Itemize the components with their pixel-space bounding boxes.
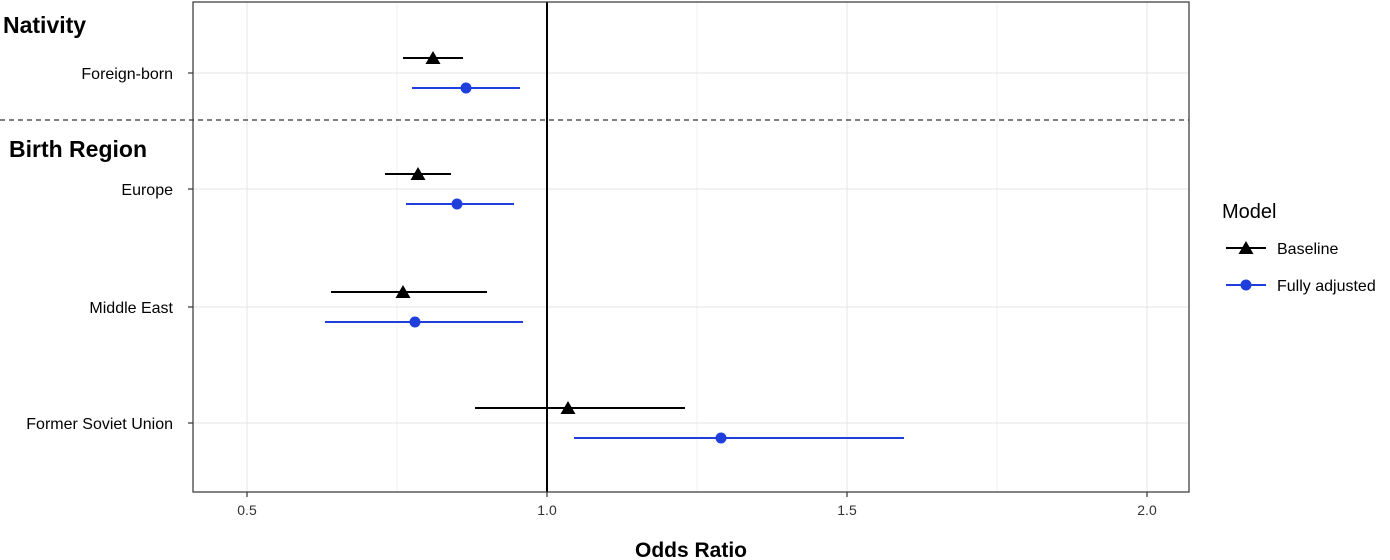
- category-label: Former Soviet Union: [26, 416, 173, 433]
- data-marks: [325, 51, 904, 444]
- plot-border: [192, 1, 1190, 493]
- legend-title: Model: [1222, 201, 1276, 223]
- fully-adjusted-point: [715, 432, 727, 444]
- fully-adjusted-point: [451, 198, 463, 210]
- fully-adjusted-point: [409, 316, 421, 328]
- fully-adjusted-point: [460, 82, 472, 94]
- legend-key-triangle: [1238, 241, 1254, 254]
- category-label: Middle East: [89, 300, 173, 317]
- baseline-point: [410, 167, 426, 180]
- x-tick-label: 0.5: [237, 502, 257, 518]
- x-axis: 0.5 1.0 1.5 2.0: [237, 492, 1157, 518]
- legend: Model Baseline Fully adjusted: [1222, 201, 1376, 295]
- x-axis-title: Odds Ratio: [635, 539, 747, 560]
- baseline-point: [425, 51, 441, 64]
- legend-label: Fully adjusted: [1277, 278, 1376, 295]
- baseline-point: [560, 401, 576, 414]
- section-title: Birth Region: [9, 136, 147, 162]
- category-label: Europe: [121, 182, 173, 199]
- plot-panel: [193, 2, 1189, 492]
- legend-label: Baseline: [1277, 241, 1338, 258]
- section-title: Nativity: [3, 12, 86, 38]
- y-axis: Nativity Foreign-born Birth Region Europe Mi…: [3, 12, 193, 433]
- baseline-point: [395, 285, 411, 298]
- x-tick-label: 1.5: [837, 502, 857, 518]
- x-tick-label: 2.0: [1137, 502, 1157, 518]
- legend-key-circle: [1240, 279, 1252, 291]
- x-tick-label: 1.0: [537, 502, 557, 518]
- category-label: Foreign-born: [81, 66, 173, 83]
